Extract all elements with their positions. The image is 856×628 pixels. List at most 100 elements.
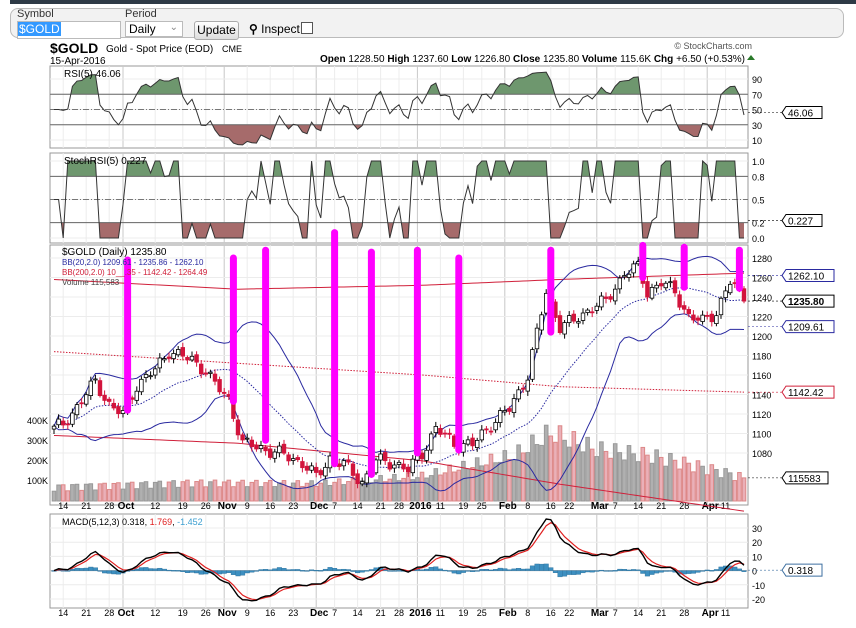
x-tick-label: Apr bbox=[702, 608, 719, 619]
volume-legend: Volume 115,583 bbox=[62, 278, 120, 287]
candle bbox=[116, 406, 121, 415]
rsi-badge-box bbox=[781, 106, 823, 120]
volume-bar bbox=[419, 471, 425, 502]
candle bbox=[718, 297, 724, 316]
volume-bar bbox=[686, 462, 692, 502]
volume-bar bbox=[194, 481, 199, 502]
x-tick-label: Dec bbox=[310, 501, 329, 512]
x-tick-label: 2016 bbox=[409, 608, 432, 619]
volume-bar bbox=[461, 460, 466, 502]
volume-bar bbox=[70, 484, 75, 502]
candle bbox=[70, 412, 75, 425]
macd-histogram-bar bbox=[497, 567, 503, 571]
macd-histogram-bar bbox=[290, 569, 296, 571]
macd-histogram-bar bbox=[732, 566, 738, 571]
macd-histogram-bar bbox=[437, 568, 443, 571]
inspect-toggle[interactable]: ⚲ Inspect bbox=[249, 22, 313, 36]
candle bbox=[65, 423, 70, 426]
macd-tick: 30 bbox=[752, 524, 762, 534]
candle bbox=[465, 439, 471, 445]
volume-bar bbox=[203, 486, 209, 502]
macd-histogram-bar bbox=[387, 570, 393, 572]
chart-exchange: CME bbox=[222, 44, 242, 54]
volume-bar bbox=[396, 480, 402, 502]
volume-bar bbox=[497, 461, 503, 502]
volume-bar bbox=[304, 482, 310, 502]
candle bbox=[323, 466, 328, 477]
macd-histogram-bar bbox=[230, 570, 236, 575]
macd-histogram-bar bbox=[79, 568, 85, 571]
candle bbox=[300, 461, 305, 469]
volume-bar bbox=[442, 472, 448, 502]
volume-bar bbox=[511, 459, 517, 502]
macd-tick: 0 bbox=[752, 567, 757, 577]
candle bbox=[442, 432, 448, 435]
volume-bar bbox=[180, 481, 186, 502]
macd-histogram-bar bbox=[713, 569, 719, 571]
macd-histogram-bar bbox=[557, 570, 563, 578]
macd-histogram-bar bbox=[479, 569, 485, 571]
volume-bar bbox=[79, 489, 84, 502]
candle bbox=[502, 410, 507, 413]
x-tick-label: 28 bbox=[679, 608, 689, 618]
volume-bar bbox=[649, 462, 655, 502]
volume-bar bbox=[116, 482, 121, 502]
x-tick-label: 14 bbox=[353, 501, 363, 511]
x-tick-label: 9 bbox=[245, 608, 250, 618]
volume-bar bbox=[433, 468, 439, 502]
x-tick-label: 9 bbox=[245, 501, 250, 511]
candle bbox=[139, 378, 144, 393]
volume-bar bbox=[663, 465, 669, 502]
x-tick-label: 28 bbox=[394, 608, 404, 618]
candle bbox=[428, 433, 434, 451]
volume-bar bbox=[603, 450, 609, 502]
candle bbox=[272, 451, 277, 459]
x-tick-label: 19 bbox=[458, 608, 468, 618]
macd-histogram-bar bbox=[612, 570, 618, 572]
volume-bar bbox=[428, 475, 434, 502]
macd-histogram-bar bbox=[263, 569, 269, 571]
macd-histogram-bar bbox=[631, 569, 637, 571]
x-tick-label: 21 bbox=[376, 608, 386, 618]
macd-line bbox=[53, 518, 745, 602]
volume-bar bbox=[589, 448, 595, 502]
volume-bar bbox=[553, 441, 558, 502]
volume-bar bbox=[741, 477, 747, 502]
symbol-input[interactable]: $GOLD bbox=[17, 21, 121, 39]
macd-histogram-bar bbox=[336, 569, 342, 571]
volume-bar bbox=[148, 487, 153, 502]
bb20-lower-line bbox=[53, 313, 745, 492]
candle bbox=[516, 389, 521, 400]
x-tick-label: Mar bbox=[591, 501, 609, 512]
volume-bar bbox=[520, 452, 526, 502]
volume-bar bbox=[318, 482, 324, 502]
volume-bar bbox=[231, 486, 236, 502]
volume-bar bbox=[438, 474, 443, 502]
inspect-checkbox[interactable] bbox=[300, 22, 313, 34]
volume-bar bbox=[424, 477, 429, 502]
volume-bar bbox=[580, 451, 586, 502]
x-tick-label: 12 bbox=[150, 608, 160, 618]
macd-histogram-bar bbox=[506, 569, 512, 571]
update-button[interactable]: Update bbox=[194, 21, 239, 40]
magnifier-icon: ⚲ bbox=[249, 22, 258, 36]
volume-bar bbox=[258, 486, 264, 502]
x-tick-label: 8 bbox=[525, 501, 530, 511]
macd-histogram-bar bbox=[332, 568, 338, 571]
candle bbox=[111, 402, 116, 409]
volume-bar bbox=[530, 434, 535, 502]
volume-bar bbox=[111, 482, 117, 502]
macd-histogram-bar bbox=[525, 568, 531, 571]
period-select[interactable]: Daily ⌄ bbox=[125, 21, 183, 37]
macd-histogram-bar bbox=[240, 570, 246, 576]
quote-summary: Open 1228.50 High 1237.60 Low 1226.80 Cl… bbox=[320, 54, 745, 65]
macd-histogram-bar bbox=[700, 570, 706, 572]
candle bbox=[695, 317, 701, 321]
volume-bar bbox=[152, 481, 158, 502]
volume-bar bbox=[566, 446, 572, 502]
macd-histogram-bar bbox=[180, 570, 186, 572]
bb20-upper-badge: 1262.10 bbox=[788, 271, 825, 282]
candle bbox=[663, 282, 668, 289]
volume-bar bbox=[208, 481, 213, 502]
volume-bar bbox=[139, 482, 144, 502]
